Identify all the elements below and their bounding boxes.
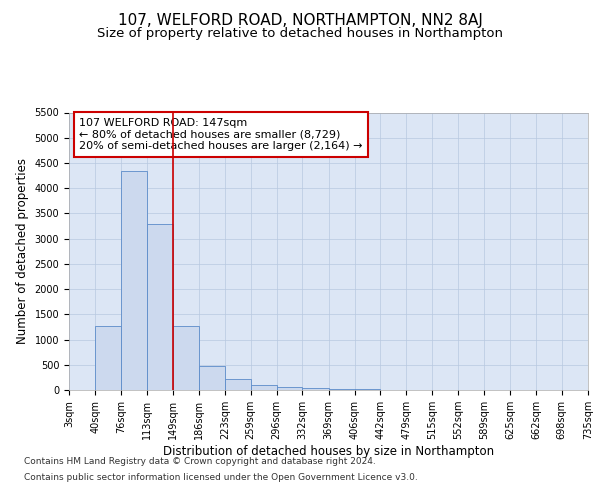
X-axis label: Distribution of detached houses by size in Northampton: Distribution of detached houses by size … xyxy=(163,445,494,458)
Text: Size of property relative to detached houses in Northampton: Size of property relative to detached ho… xyxy=(97,28,503,40)
Bar xyxy=(121,170,147,390)
Bar xyxy=(225,379,251,390)
Bar xyxy=(277,387,302,390)
Y-axis label: Number of detached properties: Number of detached properties xyxy=(16,158,29,344)
Bar xyxy=(95,326,121,390)
Bar xyxy=(199,366,225,390)
Bar xyxy=(147,224,173,390)
Text: 107, WELFORD ROAD, NORTHAMPTON, NN2 8AJ: 107, WELFORD ROAD, NORTHAMPTON, NN2 8AJ xyxy=(118,12,482,28)
Text: Contains public sector information licensed under the Open Government Licence v3: Contains public sector information licen… xyxy=(24,472,418,482)
Bar xyxy=(302,388,329,390)
Bar xyxy=(251,385,277,390)
Bar xyxy=(173,326,199,390)
Bar xyxy=(329,389,355,390)
Text: 107 WELFORD ROAD: 147sqm
← 80% of detached houses are smaller (8,729)
20% of sem: 107 WELFORD ROAD: 147sqm ← 80% of detach… xyxy=(79,118,363,151)
Text: Contains HM Land Registry data © Crown copyright and database right 2024.: Contains HM Land Registry data © Crown c… xyxy=(24,458,376,466)
